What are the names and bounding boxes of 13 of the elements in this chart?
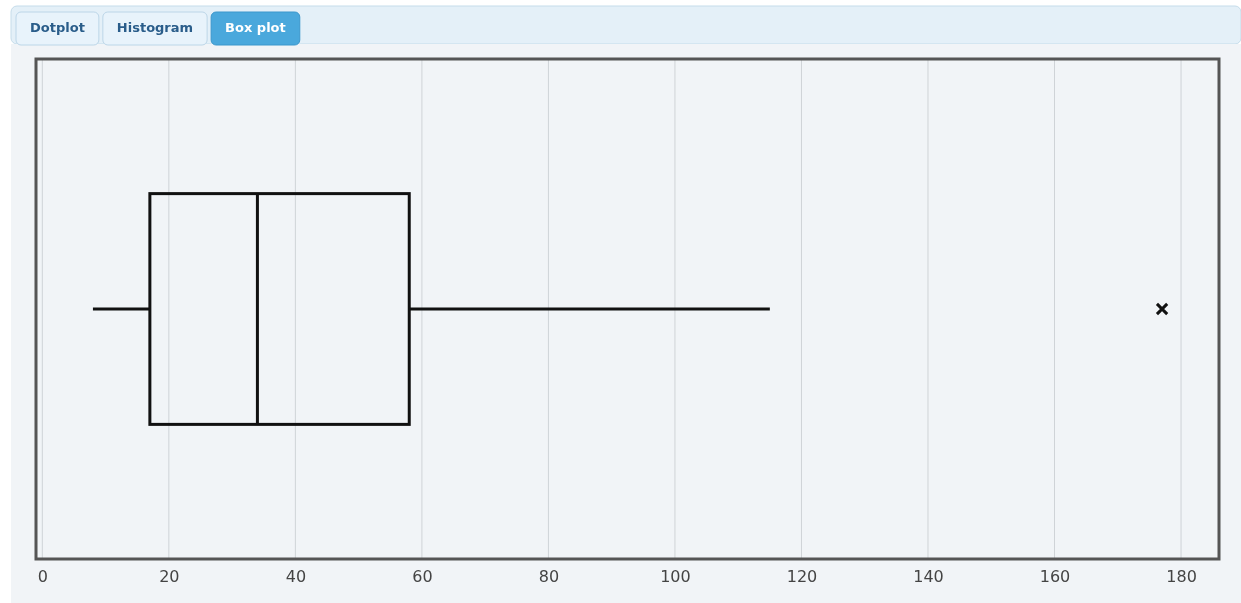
x-tick-label: 20	[159, 567, 180, 587]
x-tick-label: 160	[1039, 567, 1071, 587]
x-tick-label: 0	[37, 567, 48, 587]
x-tick-label: 60	[412, 567, 433, 587]
text: Dotplot	[30, 20, 85, 35]
text: Box plot	[225, 20, 286, 35]
x-tick-label: 140	[913, 567, 944, 587]
x-tick-label: 180	[1166, 567, 1197, 587]
x-tick-label: 80	[538, 567, 560, 587]
x-tick-label: 40	[285, 567, 307, 587]
x-tick-label: 100	[660, 567, 691, 587]
x-tick-label: 120	[786, 567, 818, 587]
text: Histogram	[116, 20, 194, 35]
